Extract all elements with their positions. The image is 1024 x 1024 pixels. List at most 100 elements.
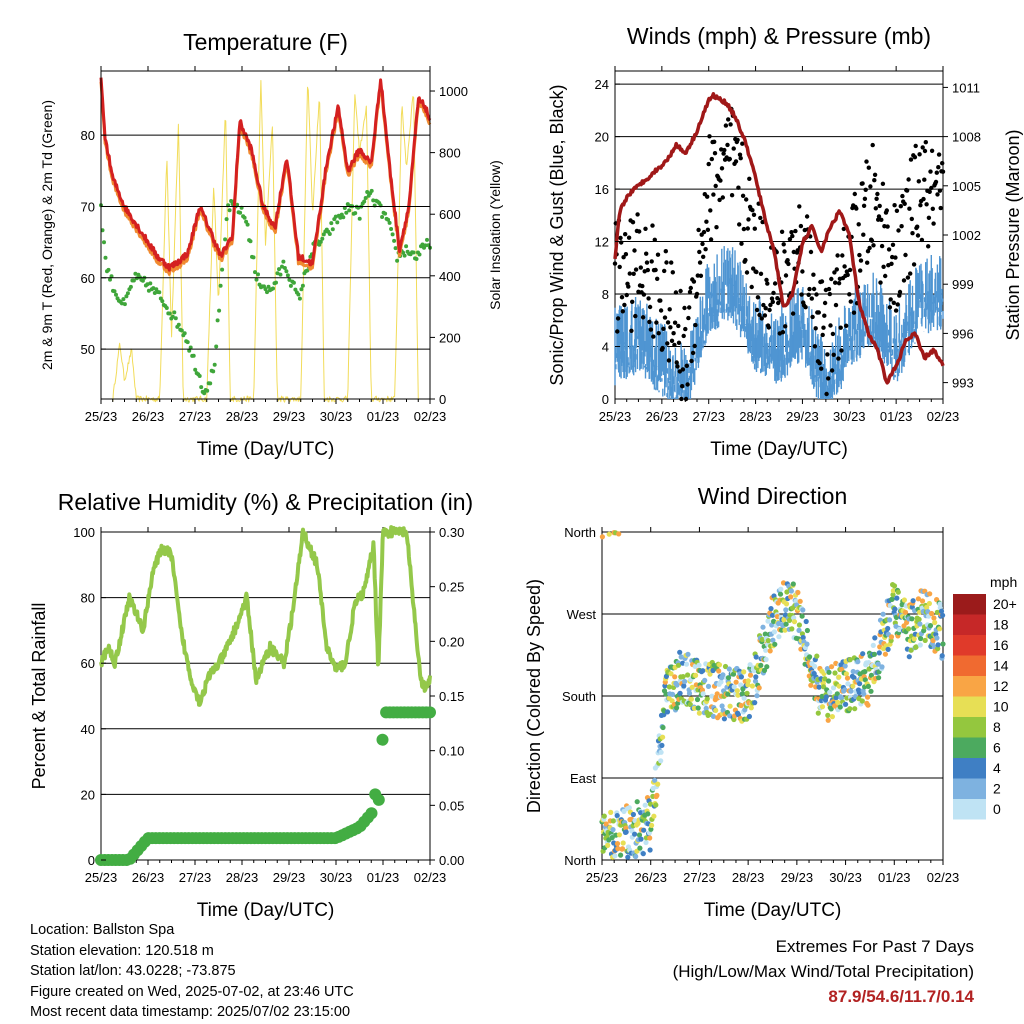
dewpoint-point xyxy=(389,227,394,231)
dewpoint-point xyxy=(224,217,229,222)
direction-point xyxy=(741,669,747,675)
gust-point xyxy=(735,137,740,143)
direction-point xyxy=(710,667,716,674)
gust-point xyxy=(820,332,825,338)
gust-point xyxy=(670,270,675,275)
dewpoint-point xyxy=(119,301,124,306)
gust-point xyxy=(887,305,893,310)
direction-point xyxy=(744,690,750,696)
direction-point xyxy=(861,691,867,697)
gust-point xyxy=(872,178,877,183)
gust-point xyxy=(776,300,781,306)
dewpoint-point xyxy=(242,215,247,220)
direction-point xyxy=(926,600,933,607)
gust-point xyxy=(910,231,915,236)
dewpoint-point xyxy=(353,211,358,216)
gust-point xyxy=(927,189,932,194)
direction-point xyxy=(663,691,669,697)
direction-point xyxy=(645,811,651,817)
gust-point xyxy=(714,225,719,230)
dewpoint-point xyxy=(329,221,334,226)
gust-point xyxy=(930,206,935,211)
gust-point xyxy=(637,229,642,234)
gust-point xyxy=(888,297,893,302)
y2-tick-label: 1005 xyxy=(952,179,981,194)
direction-point xyxy=(931,615,937,621)
gust-point xyxy=(671,331,676,336)
direction-point xyxy=(710,713,717,720)
y2-tick-label: 600 xyxy=(439,207,461,222)
gust-point xyxy=(668,325,673,330)
direction-point xyxy=(674,705,680,711)
direction-point xyxy=(606,531,612,537)
y2-tick-label: 0.10 xyxy=(439,744,464,759)
gust-point xyxy=(826,286,832,292)
gust-point xyxy=(929,148,935,153)
direction-point xyxy=(906,654,912,660)
gust-point xyxy=(712,139,717,144)
gust-point xyxy=(679,396,684,402)
x-tick-label: 02/23 xyxy=(414,870,447,885)
direction-point xyxy=(804,627,811,634)
gust-point xyxy=(631,271,636,276)
direction-point xyxy=(791,615,797,621)
dewpoint-point xyxy=(371,198,376,203)
direction-point xyxy=(895,589,901,595)
gust-point xyxy=(738,156,743,161)
gust-point xyxy=(903,252,908,258)
gust-point xyxy=(676,340,682,345)
direction-point xyxy=(882,651,889,657)
dewpoint-point xyxy=(187,348,192,353)
gust-point xyxy=(707,134,712,139)
legend-swatch xyxy=(953,594,986,615)
y2-tick-label: 1008 xyxy=(952,130,981,145)
dewpoint-point xyxy=(256,272,260,277)
precip-point xyxy=(376,733,389,746)
direction-point xyxy=(829,664,835,670)
direction-point xyxy=(791,619,798,625)
direction-point xyxy=(772,641,778,647)
direction-point xyxy=(788,588,795,594)
direction-point xyxy=(919,598,926,604)
dewpoint-point xyxy=(417,252,422,257)
gust-point xyxy=(898,204,903,209)
gust-point xyxy=(840,253,845,258)
dewpoint-point xyxy=(344,210,349,215)
direction-point xyxy=(913,644,919,650)
direction-point xyxy=(648,826,654,832)
gust-point xyxy=(807,286,812,292)
direction-point xyxy=(632,831,638,837)
dewpoint-point xyxy=(357,216,362,221)
gust-point xyxy=(674,360,679,365)
direction-point xyxy=(798,646,804,652)
gust-point xyxy=(768,302,773,308)
gust-point xyxy=(935,192,940,197)
gust-point xyxy=(627,271,632,276)
direction-point xyxy=(758,662,764,669)
gust-point xyxy=(844,323,849,328)
direction-point xyxy=(682,678,688,685)
dewpoint-point xyxy=(395,258,400,263)
gust-point xyxy=(891,300,896,305)
direction-point xyxy=(910,598,916,604)
gust-point xyxy=(834,267,839,272)
y2-tick-label: 996 xyxy=(952,326,974,341)
direction-point xyxy=(637,845,643,851)
gust-point xyxy=(727,156,732,162)
gust-point xyxy=(877,203,882,209)
dewpoint-point xyxy=(202,391,207,396)
gust-point xyxy=(647,304,653,310)
gust-point xyxy=(621,255,626,260)
dewpoint-point xyxy=(390,232,395,237)
legend-swatch xyxy=(953,717,986,738)
dewpoint-point xyxy=(402,253,407,258)
gust-point xyxy=(814,292,819,297)
gust-point xyxy=(893,255,898,260)
panel-title: Temperature (F) xyxy=(183,29,348,55)
direction-point xyxy=(643,839,649,846)
gust-point xyxy=(824,391,829,397)
dewpoint-point xyxy=(191,353,196,358)
gust-point xyxy=(873,206,878,211)
gust-point xyxy=(754,307,760,313)
location-text: Location: Ballston Spa xyxy=(30,922,175,938)
